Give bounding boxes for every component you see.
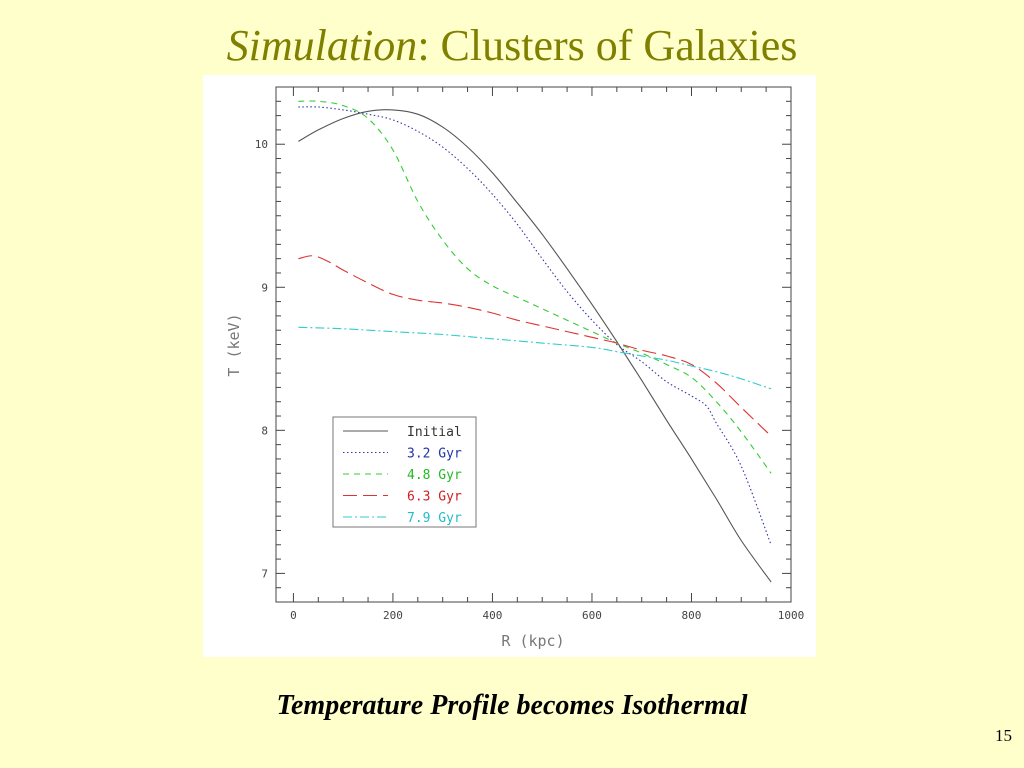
y-tick-label: 10 [255,138,268,151]
y-tick-label: 9 [261,281,268,294]
slide-title-emphasis: Simulation [226,21,418,70]
legend-items: Initial 3.2 Gyr 4.8 Gyr 6.3 Gyr 7.9 Gyr [343,425,462,526]
x-tick-label: 1000 [778,609,805,622]
legend-label-0: Initial [407,425,462,440]
legend-box [332,416,477,528]
slide-number: 15 [995,726,1012,745]
legend-label-1: 3.2 Gyr [407,447,462,462]
chart-panel: 0 200 400 600 800 1000 7 8 9 10 R (kpc) T (keV) I… [203,75,816,657]
temperature-profile-chart: 0 200 400 600 800 1000 7 8 9 10 R (kpc) T (keV) I… [225,86,805,650]
series-layer [298,100,772,583]
legend-label-4: 7.9 Gyr [407,511,462,526]
slide-title: Simulation: Clusters of Galaxies [0,18,1024,74]
legend-label-2: 4.8 Gyr [407,468,462,483]
x-tick-label: 800 [682,609,702,622]
y-axis-label: T (keV) [225,313,243,376]
y-tick-label: 7 [261,567,268,580]
slide-title-rest: : Clusters of Galaxies [417,21,798,70]
x-tick-label: 600 [582,609,602,622]
series-line-1 [298,106,772,545]
legend-label-3: 6.3 Gyr [407,490,462,505]
x-axis-label: R (kpc) [501,632,564,650]
legend: Initial 3.2 Gyr 4.8 Gyr 6.3 Gyr 7.9 Gyr [332,416,477,528]
x-tick-label: 0 [290,609,297,622]
slide-caption: Temperature Profile becomes Isothermal [276,690,748,721]
ticks-layer [276,87,792,602]
series-line-0 [298,109,772,583]
x-tick-label: 400 [483,609,503,622]
x-tick-label: 200 [383,609,403,622]
tick-labels: 0 200 400 600 800 1000 7 8 9 10 [255,138,805,622]
series-line-3 [298,255,772,437]
y-tick-label: 8 [261,424,268,437]
series-line-4 [298,326,772,390]
